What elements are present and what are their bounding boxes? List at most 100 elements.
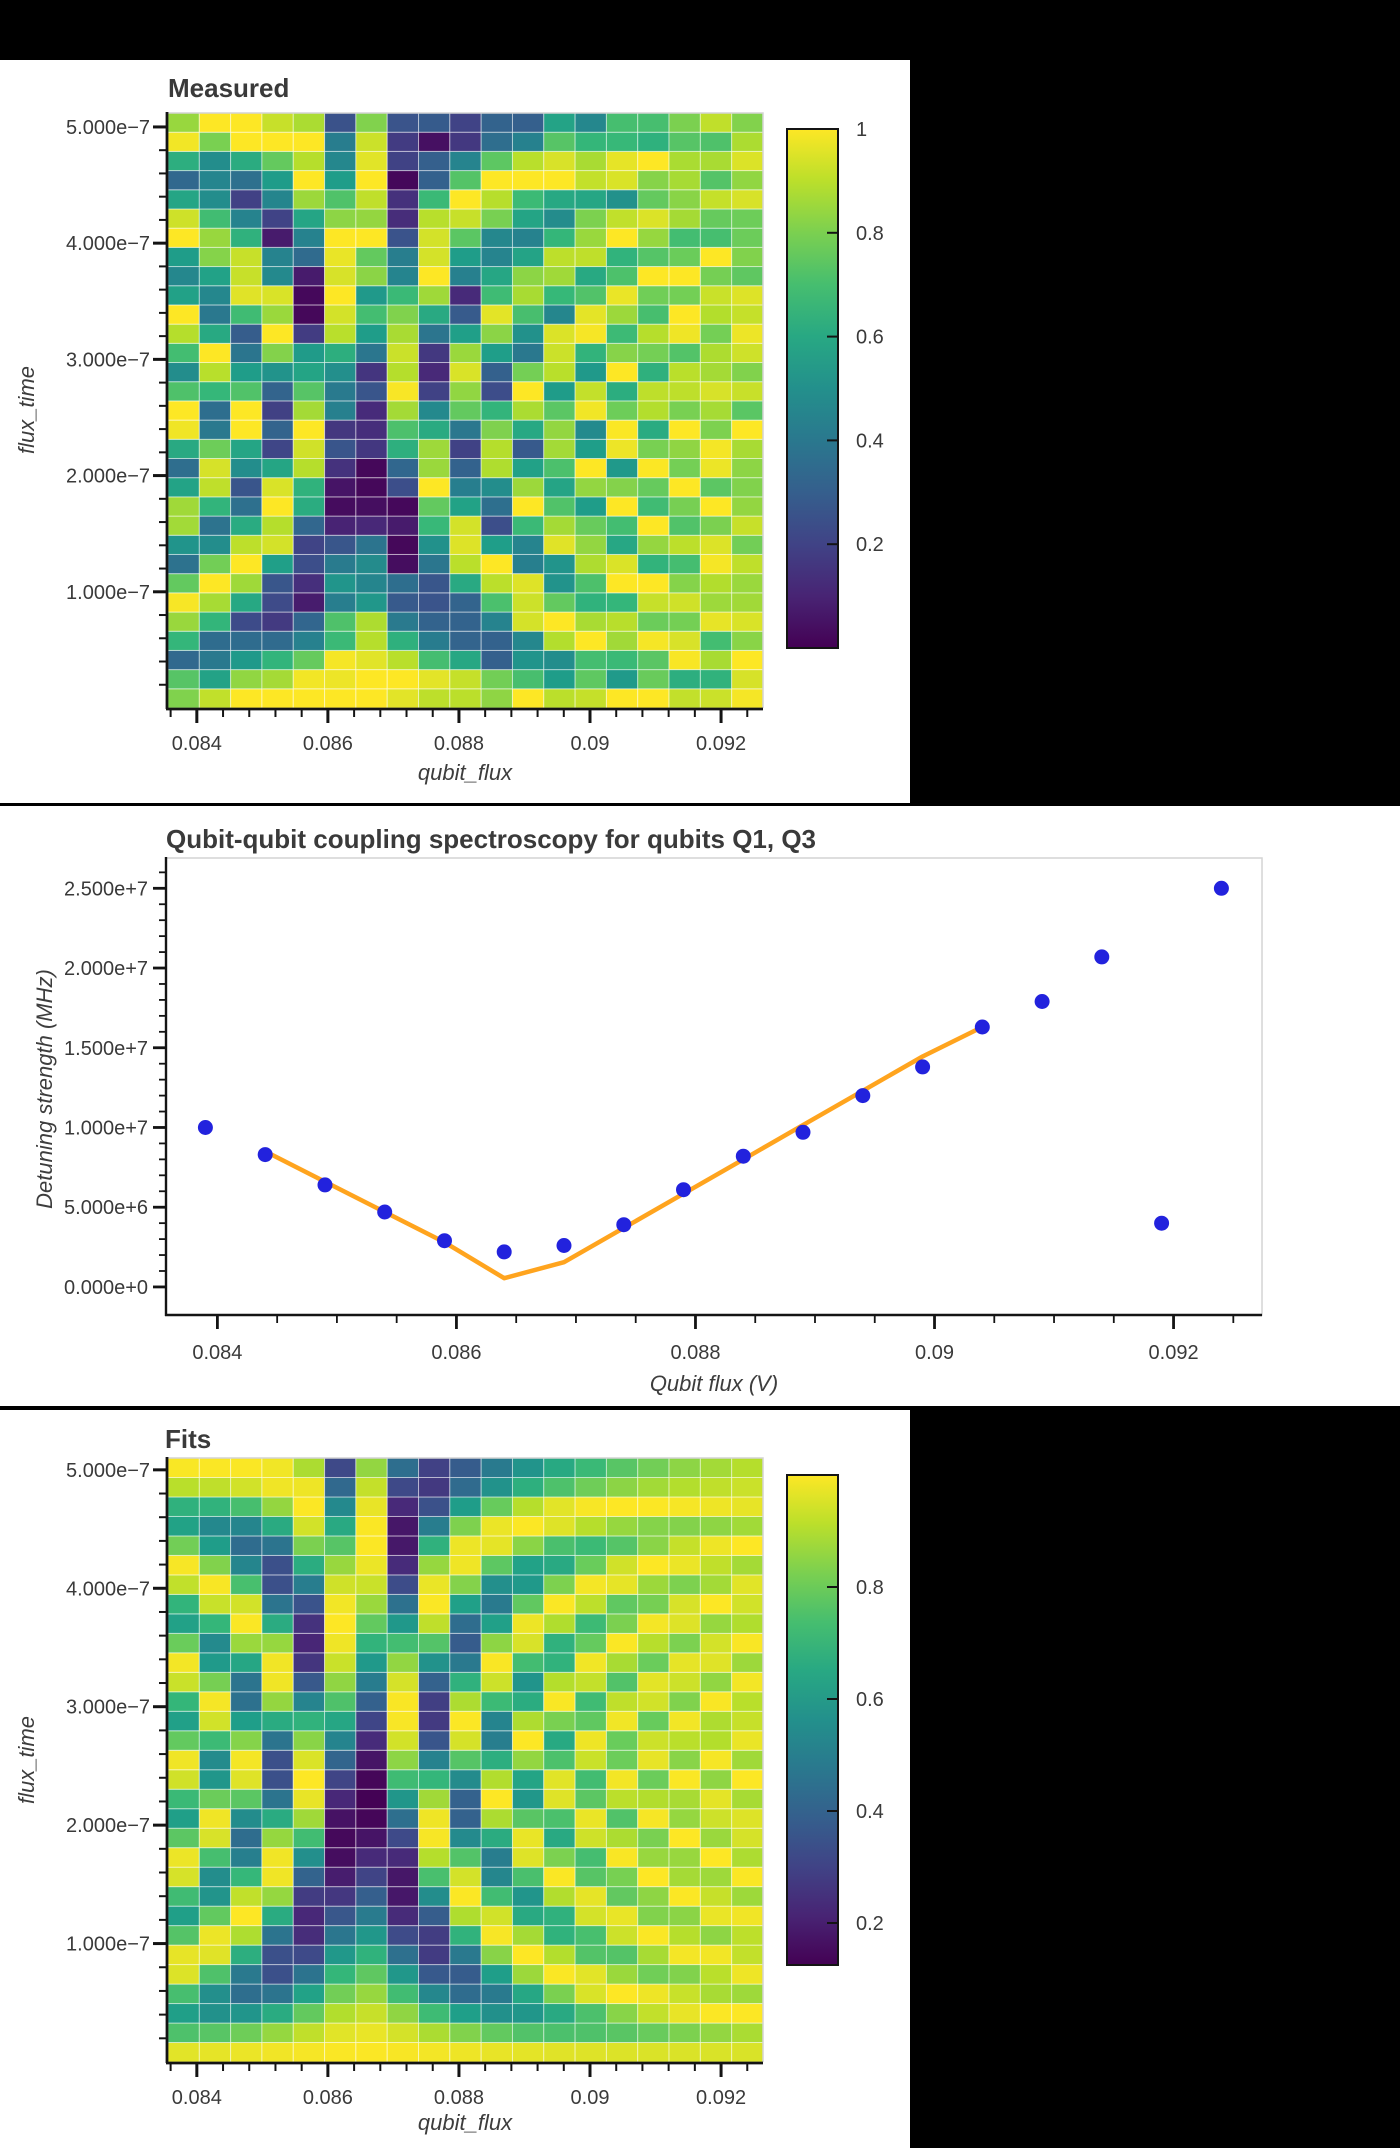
heatmap-cell	[292, 553, 326, 575]
heatmap-cell	[574, 1652, 607, 1673]
heatmap-cell	[699, 1574, 733, 1595]
heatmap-cell	[355, 419, 388, 440]
heatmap-cell	[167, 611, 200, 632]
heatmap-cell	[198, 246, 232, 268]
heatmap-cell	[574, 400, 607, 421]
colorbar-tick-label: 0.2	[856, 1913, 884, 1935]
heatmap-cell	[605, 649, 639, 671]
heatmap-cell	[605, 150, 639, 172]
heatmap-cell	[230, 342, 263, 364]
heatmap-cell	[324, 688, 357, 709]
heatmap-cell	[261, 342, 294, 364]
heatmap-cell	[731, 1593, 764, 1615]
heatmap-cell	[637, 1866, 670, 1888]
heatmap-cell	[699, 1554, 733, 1576]
heatmap-cell	[355, 1476, 388, 1498]
heatmap-cell	[230, 400, 263, 421]
heatmap-cell	[543, 1925, 576, 1946]
scatter-point	[556, 1238, 572, 1253]
heatmap-cell	[386, 112, 420, 133]
heatmap-cell	[198, 227, 232, 248]
heatmap-cell	[480, 1886, 513, 1907]
heatmap-cell	[355, 1593, 388, 1615]
heatmap-cell	[731, 611, 764, 632]
heatmap-cell	[386, 419, 420, 440]
heatmap-cell	[668, 285, 701, 306]
heatmap-cell	[637, 304, 670, 325]
heatmap-cell	[261, 1749, 294, 1771]
heatmap-cell	[511, 266, 545, 287]
heatmap-cell	[699, 1457, 733, 1478]
heatmap-cell	[449, 1905, 482, 1927]
heatmap-cell	[668, 1847, 701, 1868]
heatmap-cell	[574, 1691, 607, 1712]
scatter-point	[855, 1088, 871, 1104]
heatmap-cell	[637, 246, 670, 268]
heatmap-cell	[574, 170, 607, 191]
heatmap-cell	[292, 381, 326, 402]
heatmap-cell	[449, 362, 482, 383]
heatmap-cell	[574, 1593, 607, 1615]
heatmap-cell	[261, 1886, 294, 1907]
heatmap-cell	[480, 1808, 513, 1829]
heatmap-cell	[292, 1496, 326, 1517]
heatmap-cell	[637, 112, 670, 133]
y-tick-label: 1.500e+7	[64, 1038, 148, 1060]
heatmap-cell	[637, 1691, 670, 1712]
heatmap-cell	[449, 170, 482, 191]
heatmap-cell	[605, 227, 639, 248]
heatmap-cell	[418, 688, 451, 709]
heatmap-cell	[449, 1632, 482, 1654]
heatmap-cell	[731, 1613, 764, 1634]
heatmap-cell	[480, 1730, 513, 1751]
heatmap-cell	[386, 515, 420, 536]
heatmap-cell	[386, 669, 420, 690]
heatmap-cell	[699, 1535, 733, 1556]
heatmap-cell	[480, 2042, 513, 2063]
heatmap-cell	[198, 304, 232, 325]
heatmap-cell	[324, 1535, 357, 1556]
heatmap-cell	[449, 304, 482, 325]
heatmap-cell	[731, 573, 764, 594]
heatmap-cell	[480, 342, 513, 364]
heatmap-cell	[731, 1983, 764, 2005]
heatmap-cell	[418, 1944, 451, 1966]
heatmap-cell	[543, 1827, 576, 1849]
heatmap-cell	[543, 669, 576, 690]
heatmap-cell	[543, 323, 576, 344]
heatmap-cells	[167, 112, 764, 709]
heatmap-cell	[668, 246, 701, 268]
heatmap-cell	[386, 630, 420, 651]
heatmap-cell	[511, 208, 545, 229]
heatmap-cell	[324, 1593, 357, 1615]
heatmap-cell	[731, 669, 764, 690]
heatmap-cell	[355, 1827, 388, 1849]
heatmap-cell	[292, 669, 326, 690]
heatmap-cell	[574, 112, 607, 133]
heatmap-cell	[418, 630, 451, 651]
heatmap-cell	[511, 611, 545, 632]
heatmap-cell	[449, 611, 482, 632]
heatmap-cell	[198, 170, 232, 191]
heatmap-cell	[261, 246, 294, 268]
heatmap-cell	[355, 1925, 388, 1946]
heatmap-cell	[637, 515, 670, 536]
y-tick-label: 4.000e−7	[66, 233, 150, 255]
heatmap-cell	[605, 1944, 639, 1966]
heatmap-cell	[699, 630, 733, 651]
heatmap-cell	[543, 1691, 576, 1712]
heatmap-cell	[637, 208, 670, 229]
heatmap-cell	[731, 189, 764, 210]
heatmap-cell	[668, 1964, 701, 1985]
heatmap-cell	[605, 362, 639, 383]
heatmap-cell	[480, 496, 513, 517]
heatmap-cell	[543, 170, 576, 191]
heatmap-cell	[418, 1964, 451, 1985]
heatmap-cell	[230, 170, 263, 191]
heatmap-cell	[355, 1847, 388, 1868]
heatmap-cell	[386, 1808, 420, 1829]
heatmap-cell	[637, 2022, 670, 2044]
heatmap-cell	[261, 285, 294, 306]
heatmap-cell	[261, 515, 294, 536]
heatmap-cell	[386, 1730, 420, 1751]
